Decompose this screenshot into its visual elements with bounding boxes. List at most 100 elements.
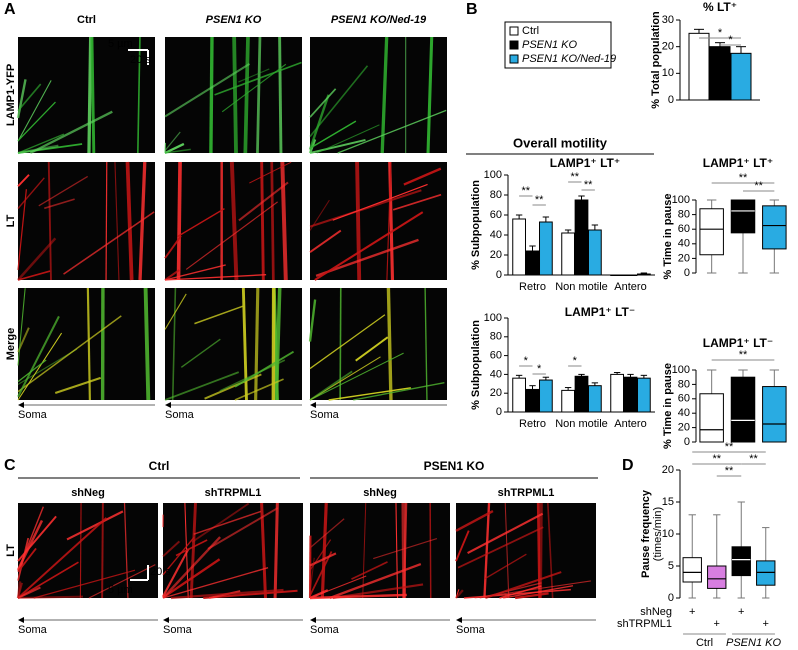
bar <box>525 250 540 276</box>
y-tick-label: 20 <box>490 387 502 399</box>
kymo-track <box>457 526 544 569</box>
kymo-track <box>171 287 177 401</box>
kymo-track <box>207 507 279 550</box>
x-tick-label: Retro <box>519 281 546 293</box>
significance-label: * <box>728 34 733 46</box>
kymo-track <box>87 36 93 154</box>
column-header: PSEN1 KO/Ned-19 <box>331 14 427 26</box>
y-tick-label: 60 <box>490 209 502 221</box>
bar <box>623 376 638 413</box>
soma-label: Soma <box>165 409 195 421</box>
kymograph <box>310 503 450 598</box>
kymo-track <box>204 373 262 400</box>
group-header: PSEN1 KO <box>424 459 485 473</box>
kymo-track <box>101 502 104 599</box>
kymo-track <box>328 387 411 401</box>
bar <box>561 389 575 413</box>
y-tick-label: 5 <box>668 560 674 572</box>
bar <box>709 46 731 101</box>
y-tick-label: 0 <box>684 267 690 279</box>
kymograph <box>165 288 302 400</box>
row-label: LAMP1-YFP <box>5 64 17 126</box>
kymo-track <box>143 287 151 401</box>
kymo-track <box>17 517 108 599</box>
kymo-track <box>280 161 288 281</box>
kymo-track <box>308 299 317 342</box>
y-tick-label: 80 <box>678 209 690 221</box>
kymo-track <box>401 502 407 599</box>
kymo-track <box>339 287 342 401</box>
kymo-track <box>353 382 445 401</box>
x-tick-label: Antero <box>614 281 646 293</box>
box <box>762 205 787 250</box>
kymo-track <box>309 120 357 149</box>
kymo-track <box>355 336 389 362</box>
y-tick-label: 80 <box>490 331 502 343</box>
panel-label: C <box>4 457 16 474</box>
kymo-track <box>485 571 562 599</box>
kymo-track <box>278 36 283 154</box>
y-tick-label: 60 <box>678 223 690 235</box>
bar <box>539 379 553 413</box>
soma-label: Soma <box>163 624 193 636</box>
kymo-track <box>105 161 108 281</box>
soma-arrow <box>163 617 169 623</box>
bar <box>561 232 575 276</box>
kymo-track <box>315 238 419 278</box>
kymo-track <box>164 131 181 152</box>
soma-label: Soma <box>310 409 340 421</box>
kymo-track <box>47 161 52 281</box>
y-tick-label: 100 <box>484 169 502 181</box>
kymo-track <box>229 161 239 281</box>
kymo-track <box>125 161 134 281</box>
kymo-track <box>17 547 37 573</box>
x-tick-label: Non motile <box>555 281 608 293</box>
y-tick-label: 60 <box>678 393 690 405</box>
kymo-track <box>455 589 464 599</box>
row-label: shNeg <box>640 606 672 618</box>
kymo-track <box>270 161 275 281</box>
kymo-track <box>309 518 345 549</box>
kymo-track <box>17 174 30 187</box>
y-tick-label: 40 <box>490 368 502 380</box>
kymograph <box>310 37 447 153</box>
soma-label: Soma <box>18 409 48 421</box>
significance-label: ** <box>535 194 544 206</box>
group-header: Ctrl <box>149 459 170 473</box>
kymo-track <box>114 161 120 281</box>
kymo-track <box>165 274 267 281</box>
kymo-track <box>164 235 182 259</box>
bar <box>588 385 602 413</box>
y-tick-label: 20 <box>662 41 674 53</box>
kymo-track <box>164 62 251 118</box>
y-tick-label: 0 <box>668 94 674 106</box>
row-mark: + <box>689 606 695 618</box>
legend-box <box>504 21 612 69</box>
kymo-track <box>54 376 101 395</box>
kymo-track <box>17 595 83 599</box>
box <box>730 376 756 443</box>
kymo-track <box>90 36 96 154</box>
kymo-track <box>164 371 240 401</box>
kymo-track <box>309 88 337 118</box>
y-tick-label: 0 <box>668 592 674 604</box>
significance-label: * <box>524 355 529 367</box>
kymo-track <box>309 370 353 401</box>
y-tick-label: 40 <box>678 407 690 419</box>
y-tick-label: 80 <box>490 189 502 201</box>
kymo-track <box>309 229 342 254</box>
kymo-track <box>403 167 442 186</box>
kymo-track <box>17 561 79 599</box>
section-title: Overall motility <box>513 135 608 150</box>
kymo-track <box>33 569 136 599</box>
kymo-track <box>273 502 279 599</box>
kymo-track <box>17 133 65 154</box>
scale-label: 20 s <box>150 566 171 578</box>
kymo-track <box>17 144 59 155</box>
row-label: shTRPML1 <box>617 618 672 630</box>
box <box>707 565 727 589</box>
kymo-track <box>249 161 292 184</box>
kymo-track <box>424 287 428 401</box>
kymograph <box>18 503 158 598</box>
panel-label: A <box>4 1 16 18</box>
